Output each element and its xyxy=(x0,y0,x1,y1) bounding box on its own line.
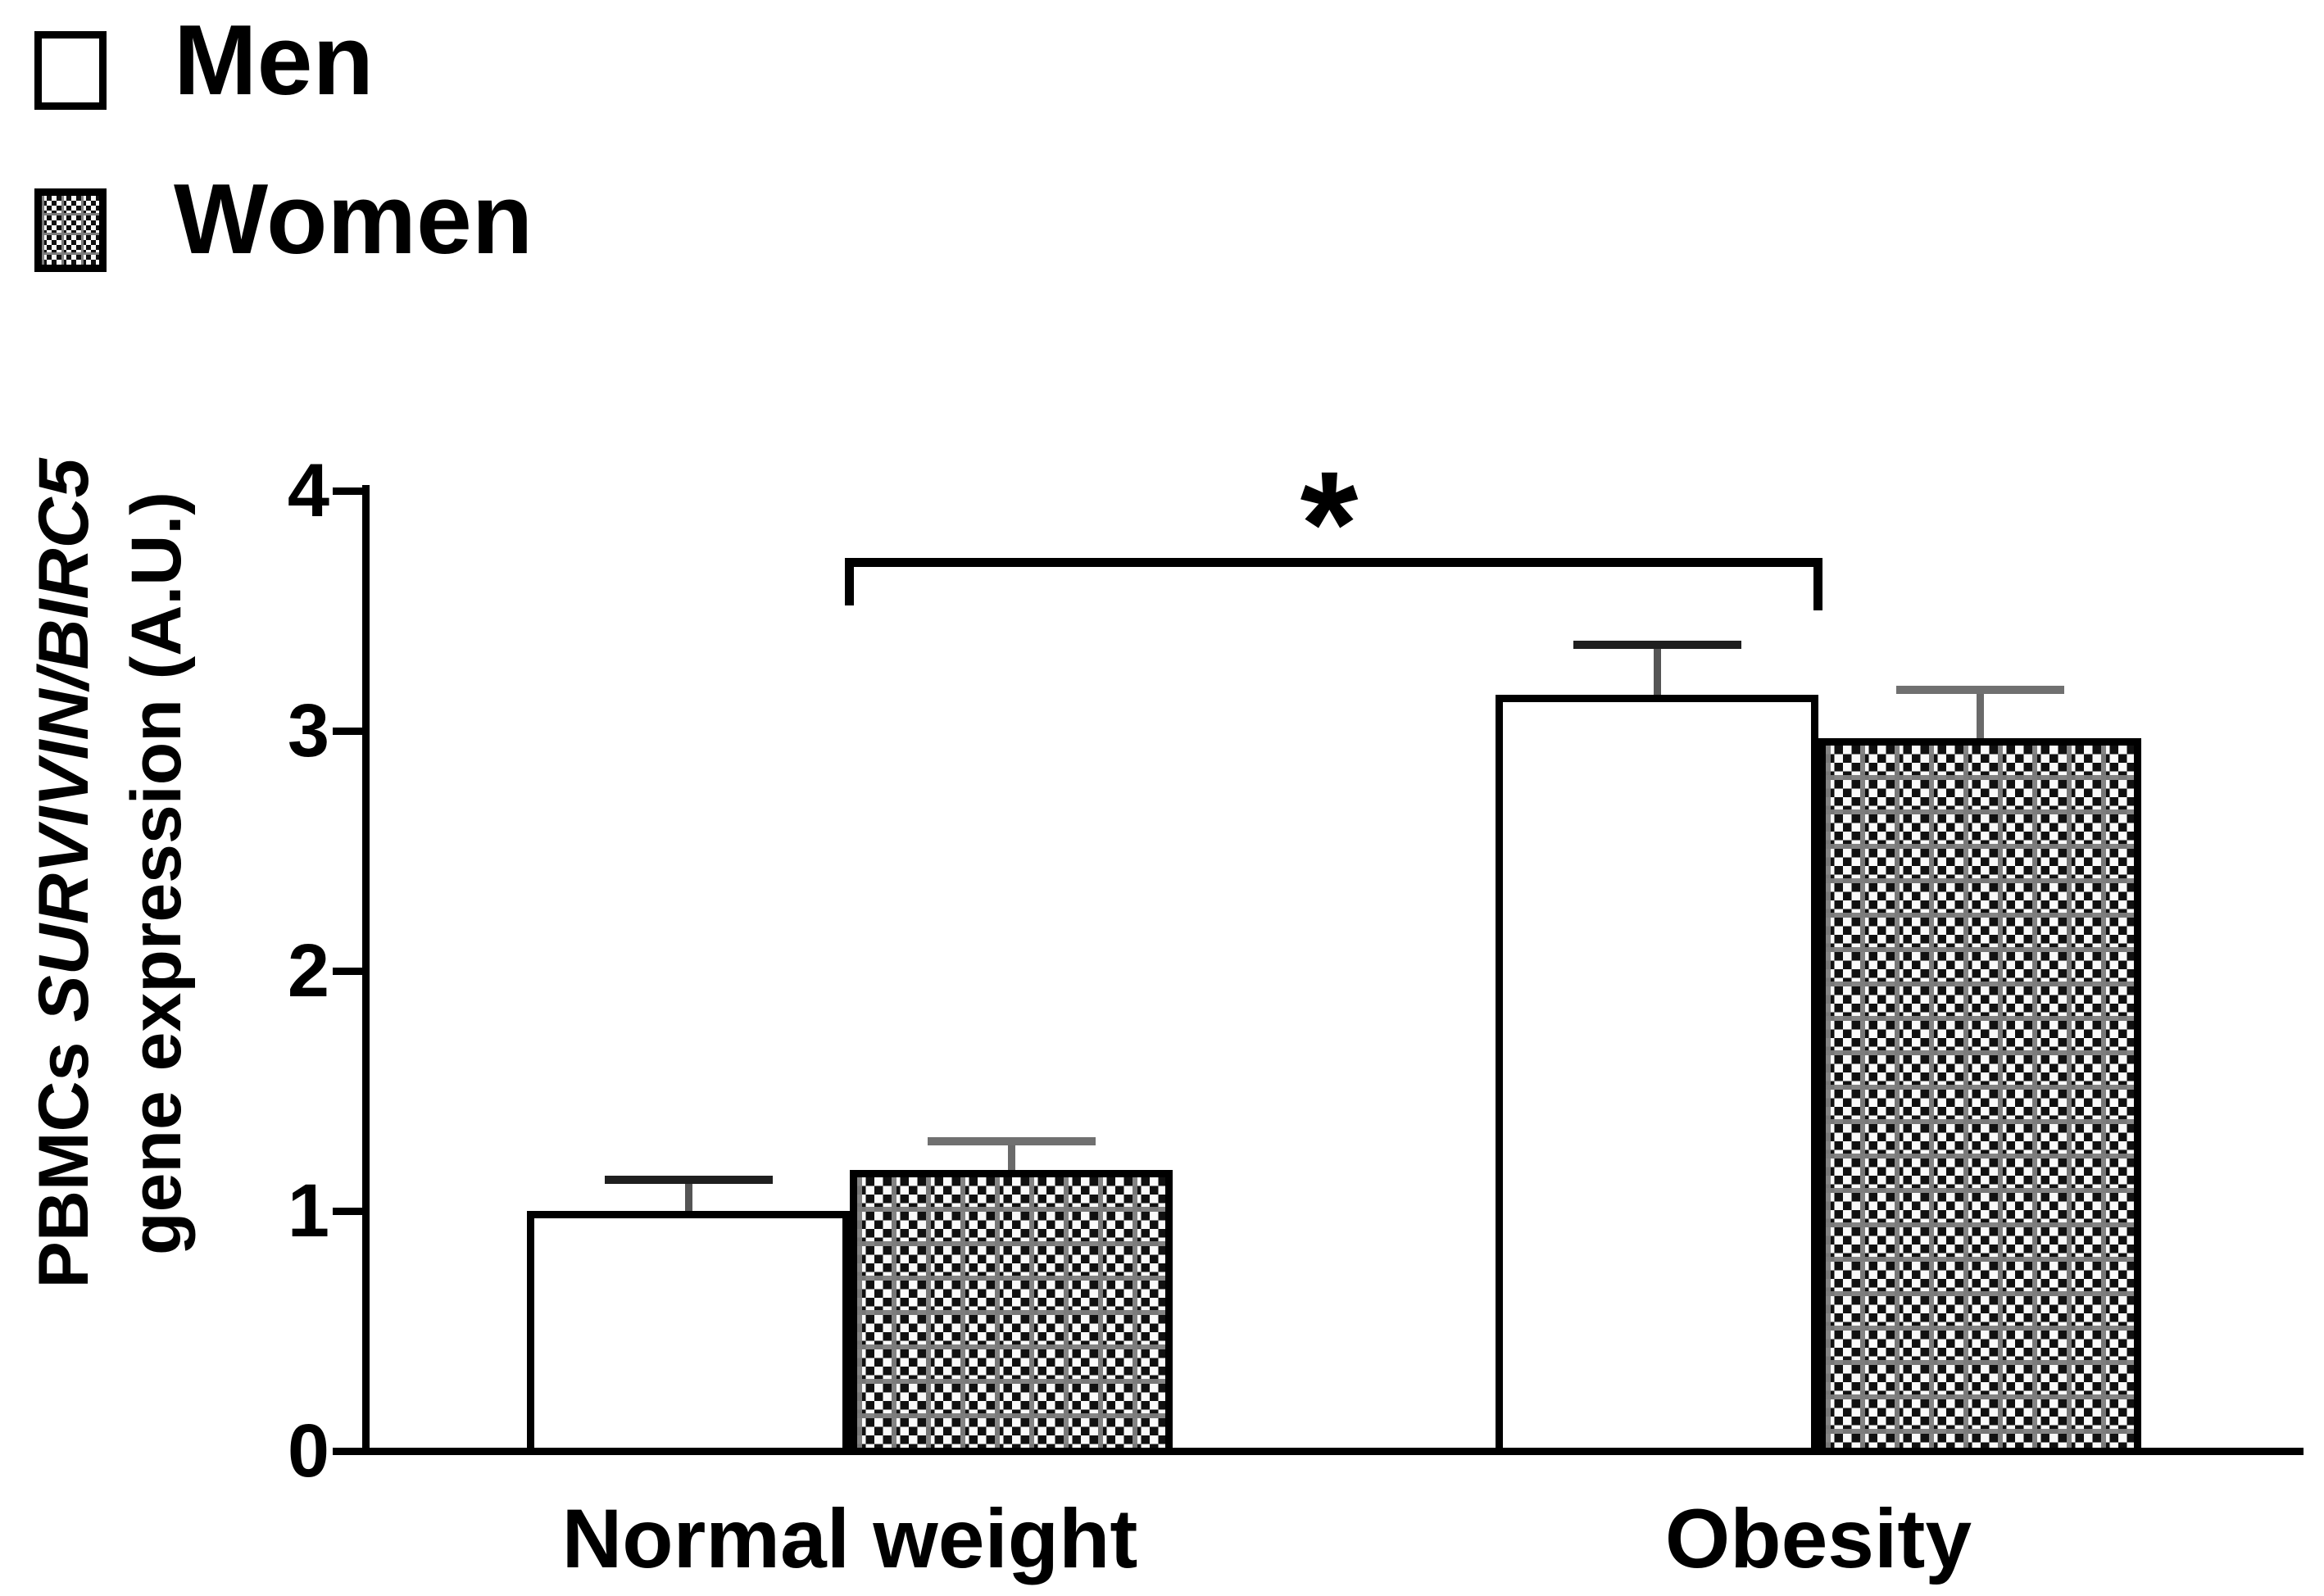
y-tick-label: 3 xyxy=(287,688,329,773)
error-bar-stem-normal-weight-women xyxy=(1008,1141,1015,1170)
y-tick-mark xyxy=(333,1448,364,1455)
bar-normal-weight-men xyxy=(527,1211,850,1455)
y-tick-label: 1 xyxy=(287,1168,329,1253)
error-bar-stem-normal-weight-men xyxy=(685,1180,692,1211)
y-tick-label: 0 xyxy=(287,1408,329,1493)
error-bar-stem-obesity-women xyxy=(1977,690,1984,738)
y-tick-mark xyxy=(333,728,364,735)
significance-bracket-left-drop xyxy=(845,558,854,605)
error-bar-cap-normal-weight-women xyxy=(927,1137,1096,1145)
significance-bracket-horizontal xyxy=(845,558,1822,567)
category-label-obesity: Obesity xyxy=(1664,1492,1972,1585)
significance-asterisk: * xyxy=(1300,440,1359,607)
legend-label-women: Women xyxy=(174,163,533,274)
y-tick-mark xyxy=(333,968,364,975)
legend-label-men: Men xyxy=(174,4,374,116)
y-axis-title: PBMCs SURVIVIN/BIRC5 gene expression (A.… xyxy=(18,382,215,1365)
y-tick-mark xyxy=(333,1208,364,1215)
y-tick-label: 2 xyxy=(287,928,329,1013)
bar-obesity-men xyxy=(1496,695,1818,1455)
error-bar-cap-obesity-women xyxy=(1895,686,2064,694)
x-axis-line xyxy=(340,1448,2304,1455)
y-tick-mark xyxy=(333,487,364,495)
bar-normal-weight-women xyxy=(850,1170,1173,1455)
legend-swatch-men-icon xyxy=(34,31,107,110)
legend-swatch-women-icon xyxy=(34,188,107,272)
y-axis-title-line1: PBMCs SURVIVIN/BIRC5 xyxy=(25,458,103,1289)
y-tick-label: 4 xyxy=(287,448,329,533)
error-bar-cap-obesity-men xyxy=(1573,641,1741,649)
error-bar-cap-normal-weight-men xyxy=(604,1176,773,1184)
bar-obesity-women xyxy=(1818,738,2141,1455)
gene-name-italic: SURVIVIN/BIRC5 xyxy=(25,458,103,1022)
category-label-normal-weight: Normal weight xyxy=(561,1492,1138,1585)
significance-bracket-right-drop xyxy=(1813,558,1822,610)
y-axis-line xyxy=(362,485,370,1455)
error-bar-stem-obesity-men xyxy=(1654,645,1661,695)
